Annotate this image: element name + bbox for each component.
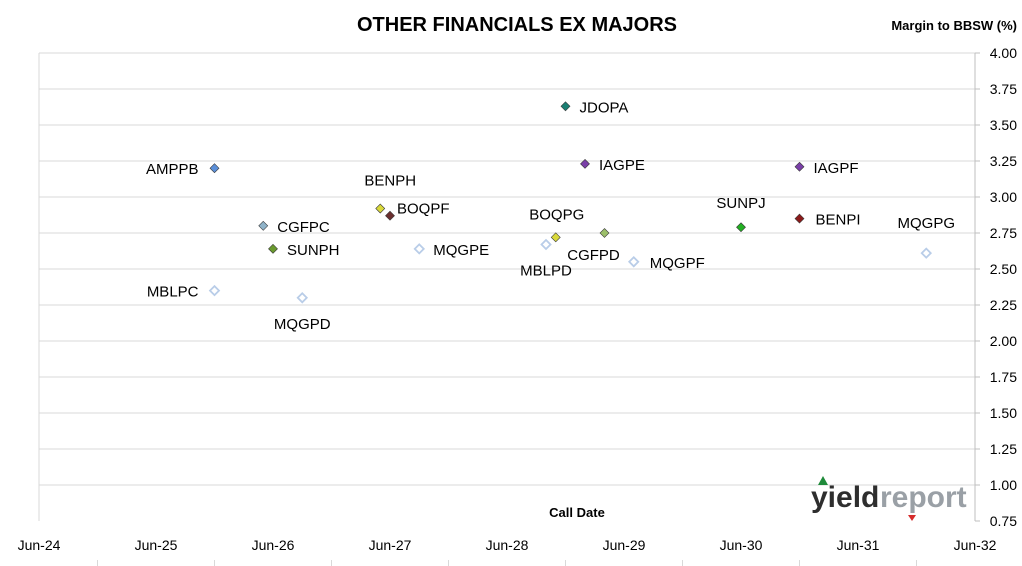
x-tick-label: Jun-29 [603,537,646,553]
gridlines [39,52,975,486]
marker-benpi [794,213,805,224]
y-tick-label: 1.25 [990,441,1017,457]
marker-cgfpd [599,228,610,238]
x-axis-label: Call Date [549,505,605,520]
y-tick-label: 2.00 [990,333,1017,349]
marker-mblpc [208,284,221,297]
y-axis-label: Margin to BBSW (%) [891,18,1017,33]
y-tick-label: 4.00 [990,45,1017,61]
y-tick-label: 1.00 [990,477,1017,493]
logo-down-arrow-icon [908,515,916,521]
label-sunph: SUNPH [287,242,340,259]
marker-iagpf [794,161,805,172]
x-tick-label: Jun-30 [720,537,763,553]
x-tick-label: Jun-27 [369,537,412,553]
marker-mqgpf [627,256,640,268]
x-tick-label: Jun-31 [837,537,880,553]
data-points: AMPPB JDOPA IAGPE IAGPF BENPH BOQPF CGFPC SUNPH… [146,99,955,333]
y-tick-label: 2.50 [990,261,1017,277]
marker-sunph [268,243,278,254]
label-benph: BENPH [364,173,416,190]
label-mqgpf: MQGPF [650,255,705,272]
marker-sunpj [736,222,746,233]
label-mqgpe: MQGPE [433,242,489,259]
marker-mqgpe [413,243,426,255]
label-boqpf: BOQPF [397,201,450,218]
chart-title: OTHER FINANCIALS EX MAJORS [357,14,677,36]
marker-iagpe [580,158,590,169]
yieldreport-logo: yield report [811,476,967,521]
y-tick-label: 3.75 [990,81,1017,97]
marker-amppb [209,163,220,174]
y-tick-label: 0.75 [990,513,1017,529]
label-iagpe: IAGPE [599,157,645,174]
x-minor-ticks [97,560,917,566]
y-tick-label: 3.25 [990,153,1017,169]
marker-boqpf [385,210,395,221]
label-cgfpd: CGFPD [567,247,620,264]
marker-jdopa [560,101,571,112]
label-iagpf: IAGPF [814,160,859,177]
logo-yield-text: yield [811,481,879,514]
marker-mqgpg [920,247,933,259]
y-tick-label: 1.75 [990,369,1017,385]
x-tick-label: Jun-28 [486,537,529,553]
marker-mblpd [540,238,552,251]
marker-benph [375,203,386,214]
y-tick-label: 1.50 [990,405,1017,421]
label-benpi: BENPI [816,212,861,229]
x-axis-ticks: Jun-24 Jun-25 Jun-26 Jun-27 Jun-28 Jun-29 Jun-… [18,537,997,553]
marker-mqgpd [296,292,309,304]
x-tick-label: Jun-24 [18,537,61,553]
label-mblpd: MBLPD [520,263,572,280]
x-tick-label: Jun-26 [252,537,295,553]
y-axis-ticks: 0.75 1.00 1.25 1.50 1.75 2.00 2.25 2.50 2.75 3.00… [975,45,1017,529]
logo-up-arrow-icon [818,476,828,485]
marker-boqpg [550,232,561,243]
y-tick-label: 2.75 [990,225,1017,241]
y-tick-label: 3.00 [990,189,1017,205]
label-mblpc: MBLPC [147,284,199,301]
label-boqpg: BOQPG [529,206,584,223]
marker-cgfpc [258,220,269,231]
label-mqgpg: MQGPG [897,215,955,232]
logo-report-text: report [880,481,967,514]
x-tick-label: Jun-32 [954,537,997,553]
label-amppb: AMPPB [146,161,199,178]
x-tick-label: Jun-25 [135,537,178,553]
label-cgfpc: CGFPC [277,219,330,236]
y-tick-label: 3.50 [990,117,1017,133]
label-mqgpd: MQGPD [274,316,331,333]
y-tick-label: 2.25 [990,297,1017,313]
label-sunpj: SUNPJ [716,195,765,212]
label-jdopa: JDOPA [580,99,629,116]
